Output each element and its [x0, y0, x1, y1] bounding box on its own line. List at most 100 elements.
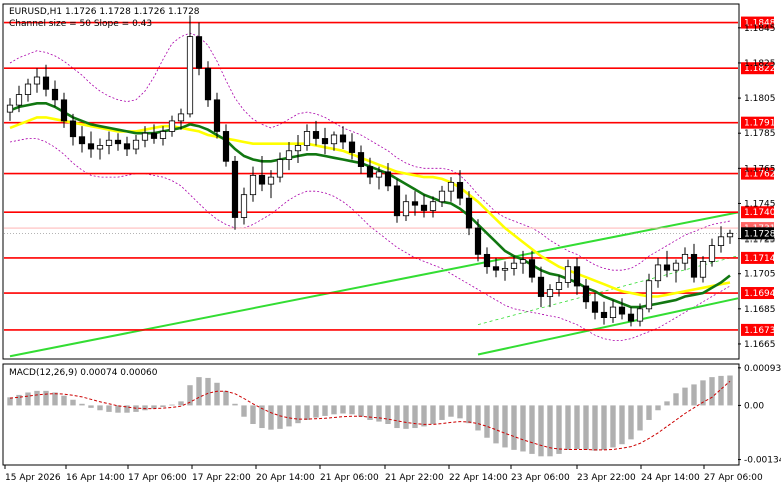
price-tick-label: 1.1805: [744, 94, 776, 104]
candle-bear: [384, 171, 392, 187]
macd-bar: [727, 375, 733, 406]
candlesticks: [6, 15, 734, 327]
macd-axis-label: -0.00134: [744, 456, 781, 466]
macd-bar: [223, 390, 229, 406]
candle-bull: [276, 159, 284, 178]
candle-bull: [168, 120, 176, 132]
macd-bar: [331, 405, 337, 415]
time-axis: 15 Apr 2026 16 Apr 14:00 17 Apr 06:00 17 Ap…: [4, 465, 763, 483]
macd-bar: [592, 405, 598, 451]
macd-bar: [457, 405, 463, 419]
macd-bar: [619, 405, 625, 445]
macd-bar: [394, 405, 400, 429]
candle-bear: [213, 99, 221, 132]
price-tick-label: 1.1705: [744, 270, 776, 280]
candle-bear: [42, 76, 50, 90]
level-label: 1.1694: [744, 289, 776, 299]
candle-bull: [267, 176, 275, 185]
macd-bar: [511, 405, 517, 450]
macd-bar: [655, 405, 661, 411]
candle-bear: [87, 143, 95, 150]
macd-bar: [574, 405, 580, 450]
level-tag: [741, 62, 774, 75]
macd-bar: [682, 387, 688, 406]
level-tag: [741, 206, 774, 219]
macd-bar: [115, 405, 121, 413]
candle-bear: [411, 201, 419, 206]
candle-bear: [204, 67, 212, 101]
macd-bar: [664, 401, 670, 406]
candle-bear: [420, 204, 428, 211]
macd-bar: [232, 403, 238, 406]
macd-bar: [214, 382, 220, 406]
macd-bar: [142, 405, 148, 411]
time-label: 24 Apr 14:00: [641, 473, 700, 483]
candle-bear: [78, 136, 86, 145]
candle-bull: [564, 266, 572, 283]
candle-bear: [114, 139, 122, 145]
candle-bull: [645, 280, 653, 310]
macd-bar: [601, 405, 607, 450]
price-tick-label: 1.1685: [744, 305, 776, 315]
macd-signal-line: [9, 380, 731, 451]
macd-bar: [673, 393, 679, 406]
macd-bar: [25, 392, 31, 406]
candle-bull: [519, 259, 527, 264]
channel-indicator-label: Channel size = 50 Slope = 0.43: [9, 19, 152, 29]
macd-bar: [250, 405, 256, 424]
candle-bull: [438, 190, 446, 203]
macd-bar: [646, 405, 652, 420]
price-tick-label: 1.1725: [744, 235, 776, 245]
macd-bar: [385, 405, 391, 424]
price-tick-label: 1.1785: [744, 129, 776, 139]
candle-bear: [474, 227, 482, 255]
envelope-bands: [9, 32, 731, 341]
candle-bull: [717, 236, 725, 247]
candle-bull: [699, 261, 707, 278]
candle-bull: [303, 131, 311, 146]
macd-bar: [412, 405, 418, 429]
candle-bull: [654, 264, 662, 282]
macd-bar: [286, 405, 292, 427]
time-label: 16 Apr 14:00: [66, 473, 125, 483]
support-resistance-levels: [4, 21, 738, 331]
macd-bar: [97, 405, 103, 411]
macd-bar: [430, 405, 436, 424]
macd-bar: [538, 405, 544, 457]
level-label: 1.1762: [744, 170, 776, 180]
envelope-lower-line: [9, 138, 731, 341]
candle-bull: [726, 232, 734, 238]
main-panel-frame: [2, 3, 740, 360]
macd-bar: [556, 405, 562, 454]
macd-bar: [151, 405, 157, 409]
candle-bear: [627, 313, 635, 322]
macd-bar: [358, 405, 364, 417]
channel-upper-line: [9, 211, 739, 358]
symbol-header: EURUSD,H1 1.1726 1.1728 1.1726 1.1728: [9, 7, 200, 17]
time-label: 20 Apr 14:00: [256, 473, 315, 483]
level-label: 1.1848: [744, 19, 776, 29]
candle-bull: [708, 245, 716, 262]
macd-bar: [43, 390, 49, 406]
macd-bar: [628, 405, 634, 440]
macd-bar: [376, 405, 382, 422]
candle-bull: [672, 262, 680, 271]
price-tick-label: 1.1765: [744, 164, 776, 174]
candle-bear: [582, 285, 590, 303]
candle-bull: [249, 174, 257, 196]
candle-bear: [231, 160, 239, 218]
candle-bear: [618, 306, 626, 315]
time-label: 23 Apr 06:00: [511, 473, 570, 483]
level-label: 1.1740: [744, 208, 776, 218]
macd-bar: [610, 405, 616, 448]
candle-bull: [132, 139, 140, 150]
candle-bear: [465, 197, 473, 229]
candle-bear: [258, 174, 266, 185]
candle-bull: [33, 76, 41, 85]
macd-label: MACD(12,26,9) 0.00074 0.00060: [9, 368, 158, 378]
candle-bull: [447, 181, 455, 192]
candle-bear: [123, 143, 131, 150]
macd-bar: [295, 405, 301, 424]
candle-bull: [636, 308, 644, 322]
